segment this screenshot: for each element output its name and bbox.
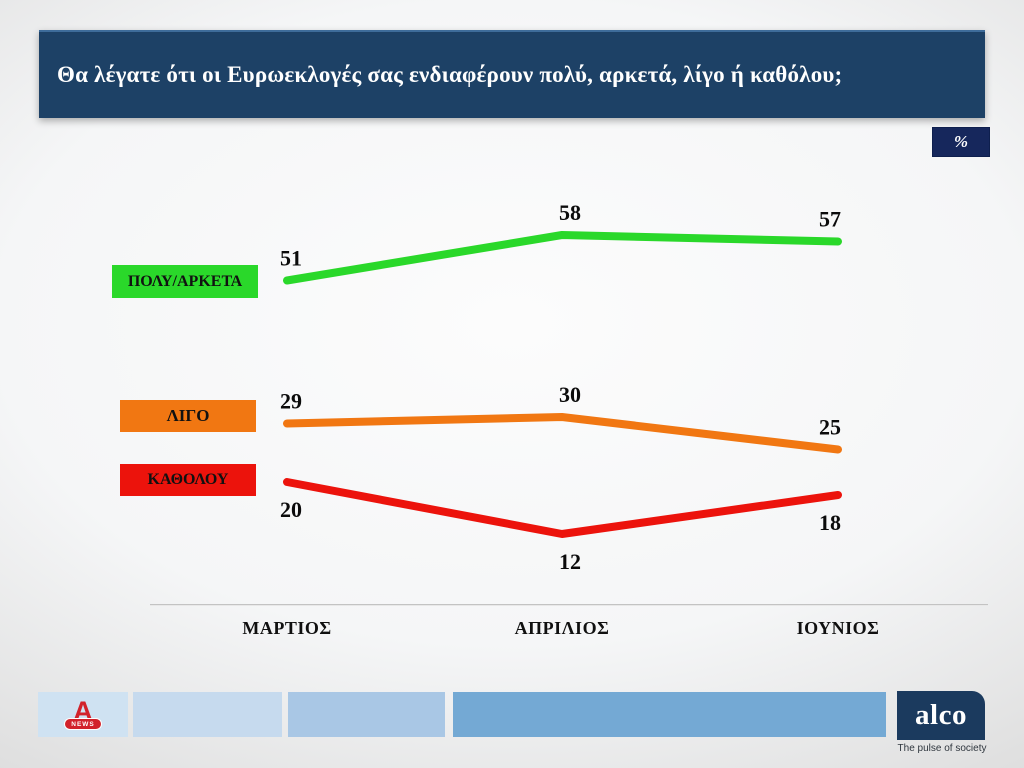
- series-line: [283, 231, 842, 285]
- title-bar: Θα λέγατε ότι οι Ευρωεκλογές σας ενδιαφέ…: [39, 30, 985, 118]
- value-label: 12: [559, 549, 581, 574]
- legend-ligo-label: ΛΙΓΟ: [166, 406, 210, 425]
- value-label: 25: [819, 415, 841, 440]
- footer-box-4: [453, 692, 886, 737]
- x-axis-label: ΙΟΥΝΙΟΣ: [797, 618, 880, 638]
- alpha-news-label: NEWS: [64, 718, 102, 730]
- alco-logo: alco: [897, 691, 985, 740]
- alco-tagline: The pulse of society: [897, 743, 987, 754]
- series-line: [283, 478, 842, 538]
- question-title: Θα λέγατε ότι οι Ευρωεκλογές σας ενδιαφέ…: [57, 62, 843, 87]
- value-label: 20: [280, 497, 302, 522]
- x-axis-line: [150, 604, 988, 606]
- percent-badge: %: [932, 127, 990, 157]
- value-label: 30: [559, 382, 581, 407]
- value-label: 18: [819, 510, 841, 535]
- value-label: 58: [559, 200, 581, 225]
- x-axis-label: ΑΠΡΙΛΙΟΣ: [515, 618, 610, 638]
- value-label: 57: [819, 207, 841, 232]
- series-line: [283, 413, 842, 454]
- legend-poly-arketa-label: ΠΟΛΥ/ΑΡΚΕΤΑ: [127, 272, 243, 290]
- footer-box-2: [133, 692, 282, 737]
- footer-box-alpha: A NEWS: [38, 692, 128, 737]
- value-label: 29: [280, 389, 302, 414]
- footer-box-3: [288, 692, 445, 737]
- alpha-logo-letter: A: [73, 696, 93, 726]
- legend-poly-arketa: ΠΟΛΥ/ΑΡΚΕΤΑ: [112, 265, 258, 298]
- value-label: 51: [280, 246, 302, 271]
- legend-katholou: ΚΑΘΟΛΟΥ: [120, 464, 256, 496]
- x-axis-label: ΜΑΡΤΙΟΣ: [242, 618, 331, 638]
- alco-logo-text: alco: [915, 699, 967, 731]
- legend-katholou-label: ΚΑΘΟΛΟΥ: [147, 471, 229, 488]
- percent-badge-label: %: [953, 132, 969, 151]
- legend-ligo: ΛΙΓΟ: [120, 400, 256, 432]
- alpha-news-logo: A NEWS: [38, 692, 128, 737]
